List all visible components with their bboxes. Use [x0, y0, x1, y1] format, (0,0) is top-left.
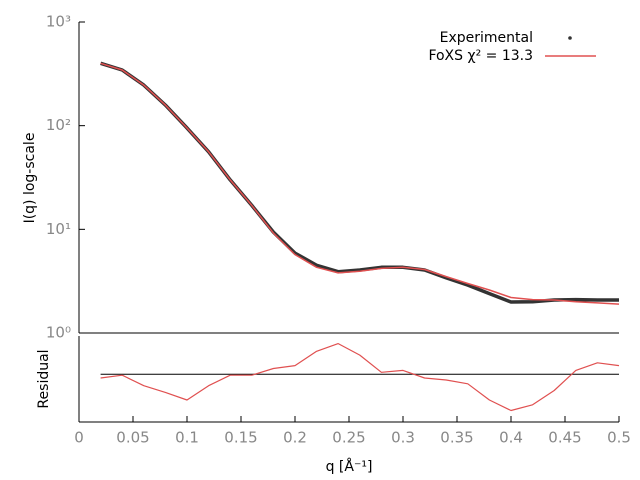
legend-label: Experimental	[440, 30, 533, 46]
x-tick-label: 0.05	[116, 429, 149, 447]
x-tick-label: 0.5	[607, 429, 631, 447]
x-tick-label: 0.3	[391, 429, 415, 447]
y-axis-label: I(q) log-scale	[22, 133, 38, 224]
y-axis-label: Residual	[36, 349, 52, 408]
x-tick-label: 0.25	[332, 429, 365, 447]
x-tick-label: 0.15	[224, 429, 257, 447]
x-tick-label: 0.35	[440, 429, 473, 447]
legend-label: FoXS χ² = 13.3	[428, 48, 533, 64]
y-tick-label: 10¹	[46, 220, 71, 238]
data-line	[100, 343, 620, 412]
x-tick-label: 0.4	[499, 429, 523, 447]
x-tick-label: 0.45	[548, 429, 581, 447]
x-tick-label: 0.2	[283, 429, 307, 447]
legend-marker	[568, 36, 572, 40]
data-line	[100, 62, 620, 305]
y-tick-label: 10⁰	[46, 324, 71, 342]
x-axis-label: q [Å⁻¹]	[326, 458, 373, 475]
data-line	[100, 61, 619, 304]
x-tick-label: 0	[74, 429, 84, 447]
y-tick-label: 10³	[46, 13, 71, 31]
x-tick-label: 0.1	[175, 429, 199, 447]
y-tick-label: 10²	[46, 116, 71, 134]
